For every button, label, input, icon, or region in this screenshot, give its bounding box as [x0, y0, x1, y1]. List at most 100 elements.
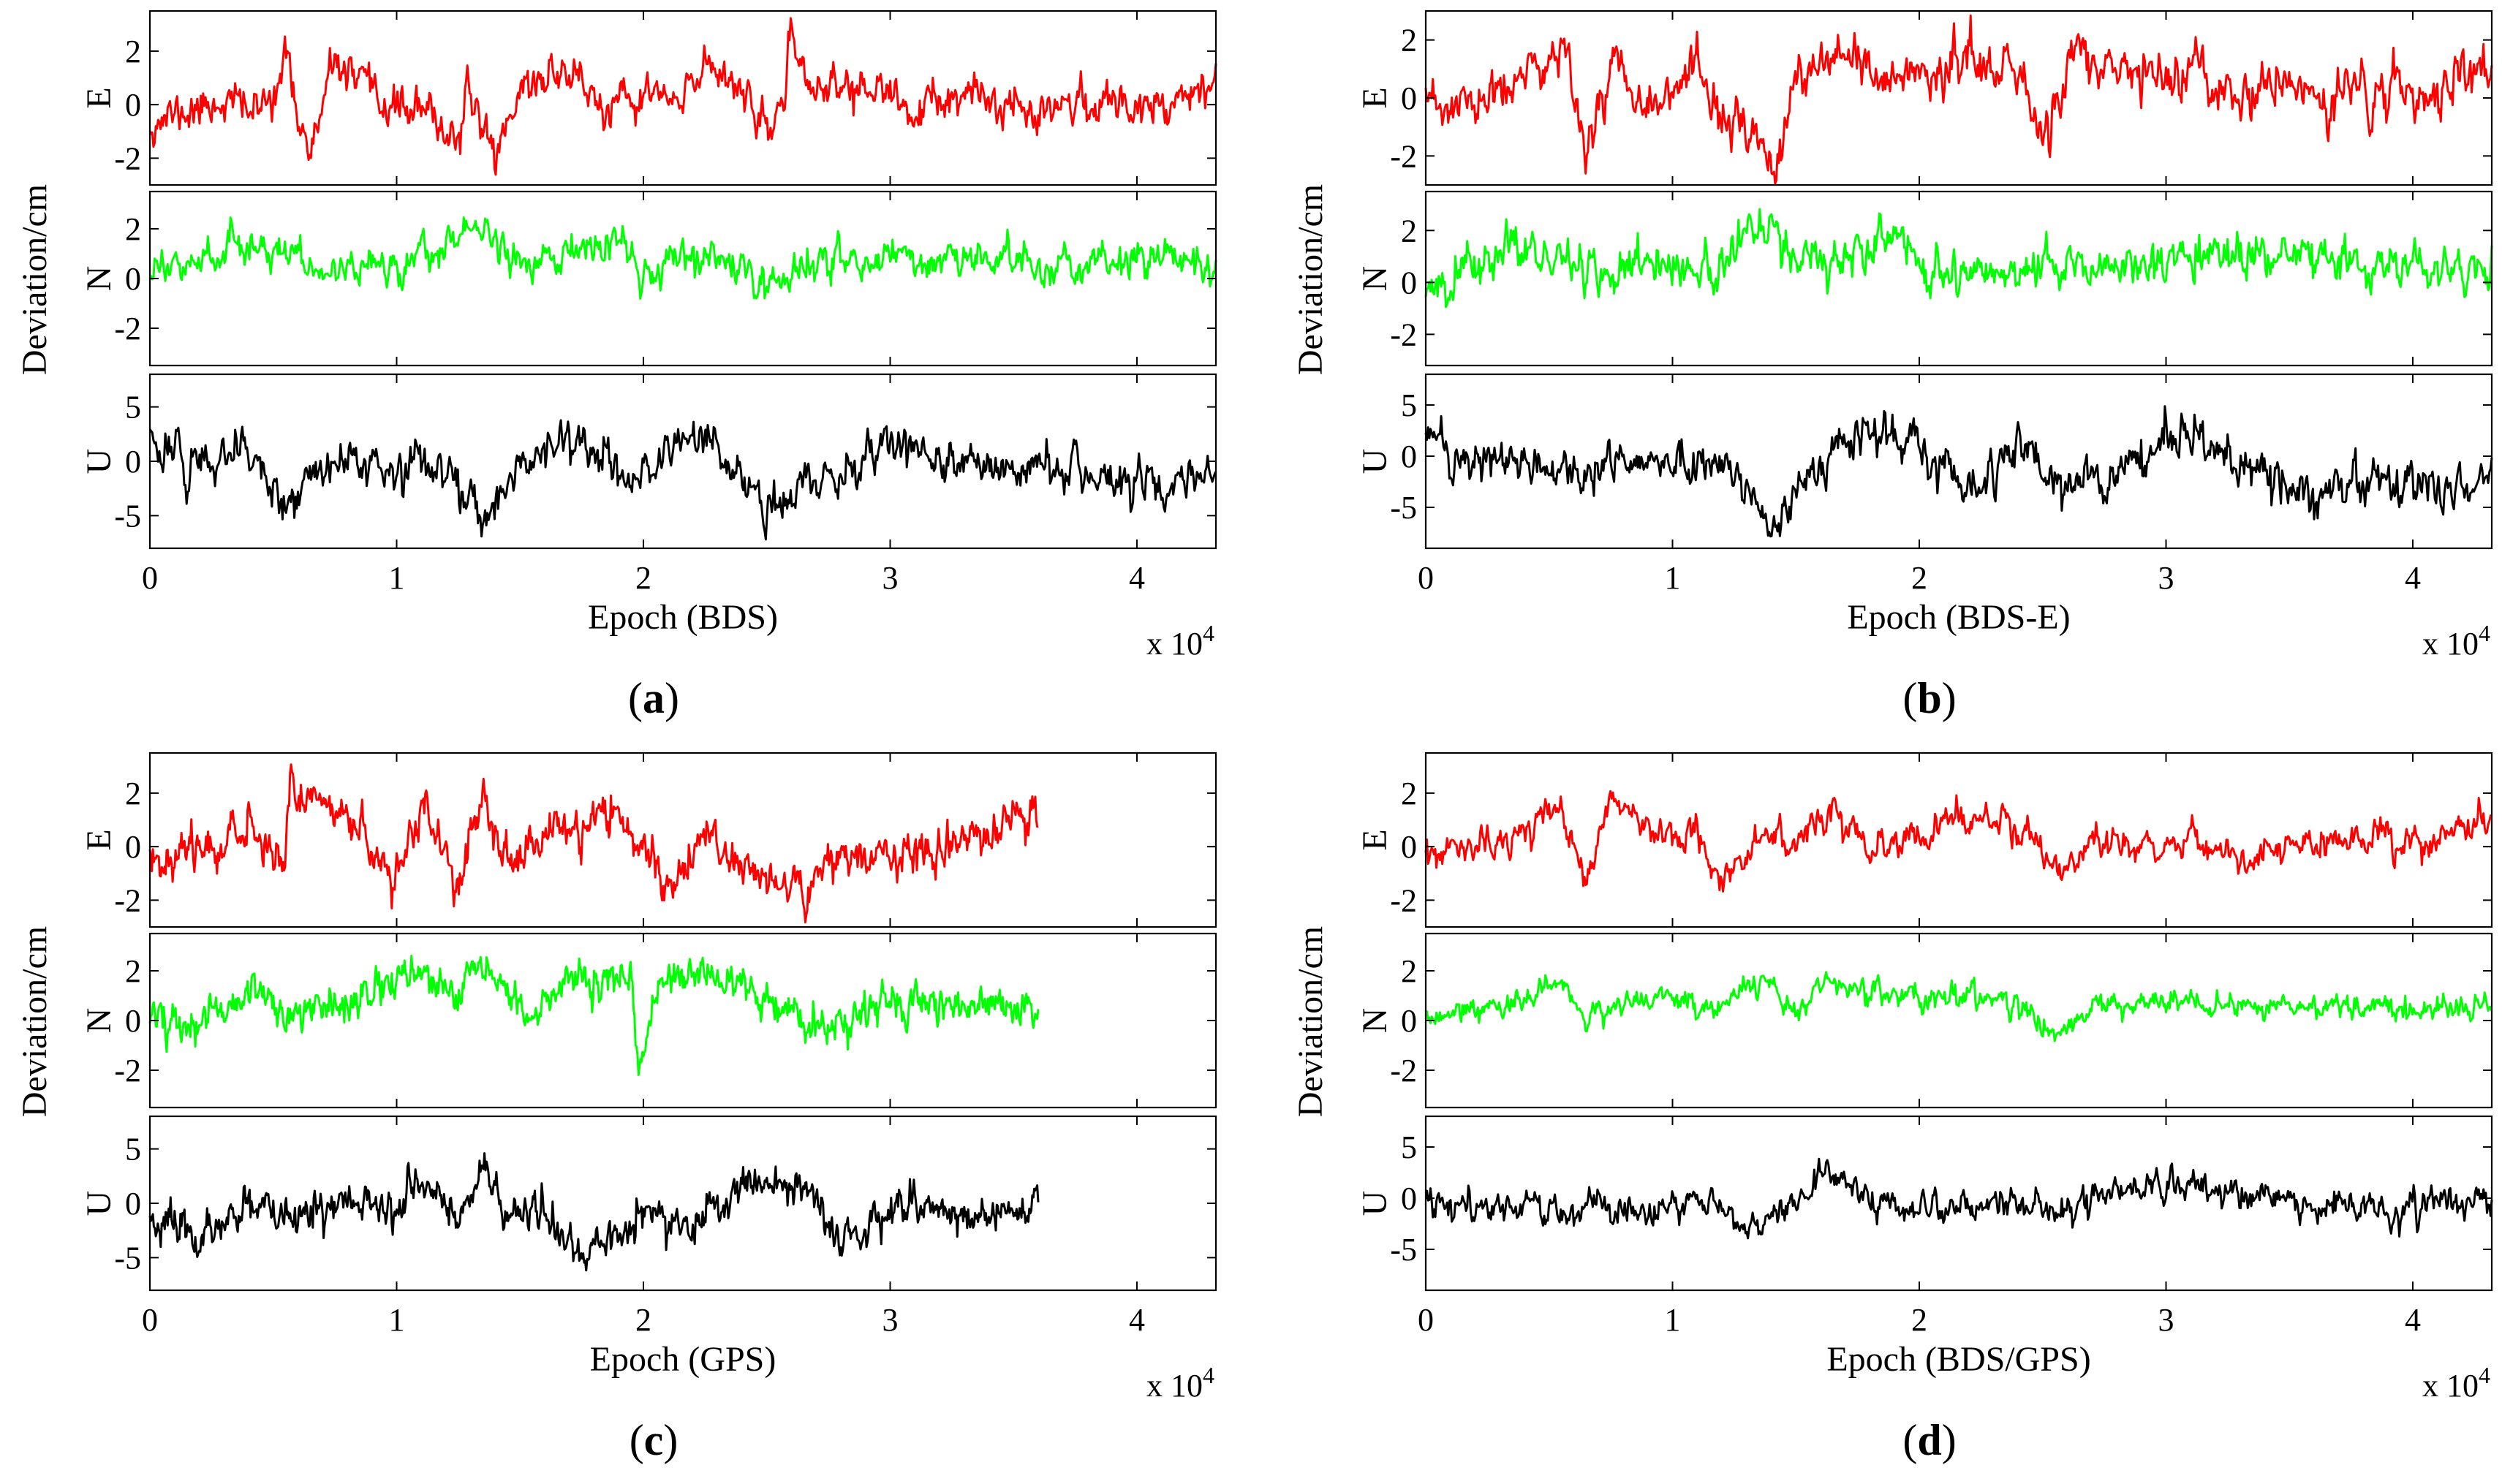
y-tick-label: 0 [1401, 439, 1417, 474]
x-tick-label: 0 [142, 560, 158, 596]
axes-frame-U [148, 1115, 1217, 1292]
series-line-N [148, 216, 1217, 300]
axes-frame-N [1424, 932, 2493, 1109]
subplot-letter-E: E [80, 829, 118, 850]
x-tick-label: 0 [142, 1302, 158, 1338]
subplot-N: -2 0 2N [80, 190, 1217, 367]
y-tick-label: 0 [1401, 1181, 1417, 1216]
y-tick-label: -5 [114, 1240, 141, 1276]
y-axis-title: Deviation/cm [1291, 184, 1330, 375]
x-tick-label: 0 [1418, 1302, 1434, 1338]
series-line-E [148, 763, 1039, 924]
series-line-E [148, 17, 1217, 176]
subplot-letter-E: E [80, 87, 118, 108]
y-tick-label: 0 [125, 829, 141, 865]
y-tick-label: 0 [125, 444, 141, 480]
x-tick-label: 3 [882, 1302, 899, 1338]
series-line-U [1424, 1157, 2493, 1240]
subplot-letter-E: E [1356, 87, 1394, 108]
axes-frame-E [148, 752, 1217, 928]
y-tick-label: 0 [1401, 80, 1417, 116]
series-line-N [1424, 971, 2493, 1042]
subplot-N: -2 0 2N [80, 932, 1217, 1109]
subplot-letter-U: U [1356, 1191, 1394, 1216]
y-tick-label: -5 [114, 498, 141, 534]
x-tick-label: 2 [635, 1302, 651, 1338]
subplot-letter-U: U [1356, 449, 1394, 474]
axes-frame-U [1424, 1115, 2493, 1292]
panel-label: (d) [1902, 1416, 1956, 1464]
y-tick-label: -2 [114, 1053, 141, 1089]
series-line-U [1424, 405, 2493, 538]
series-line-N [1424, 208, 2493, 308]
y-tick-label: -5 [1390, 1232, 1417, 1268]
x-tick-label: 3 [2158, 1302, 2174, 1338]
y-tick-label: 5 [1401, 1129, 1417, 1165]
axes-frame-U [1424, 373, 2493, 550]
y-tick-label: 0 [1401, 829, 1417, 865]
y-tick-label: 0 [125, 1003, 141, 1039]
y-tick-label: 2 [125, 776, 141, 811]
y-tick-label: 2 [1401, 213, 1417, 249]
y-tick-label: 0 [1401, 265, 1417, 300]
y-tick-label: 0 [125, 261, 141, 297]
x-axis-title: Epoch (BDS) [588, 598, 778, 637]
x-tick-label: 0 [1418, 560, 1434, 596]
axes-frame-N [148, 932, 1217, 1109]
x-tick-label: 4 [2405, 560, 2421, 596]
subplot-letter-U: U [80, 449, 118, 474]
y-tick-label: -2 [1390, 1053, 1417, 1089]
x-tick-label: 1 [1665, 560, 1681, 596]
series-line-U [148, 1152, 1040, 1272]
x-exponent-label: x 104 [1146, 1362, 1214, 1404]
y-tick-label: 2 [125, 34, 141, 69]
x-exponent-label: x 104 [1146, 620, 1214, 662]
y-tick-label: 2 [125, 953, 141, 989]
y-tick-label: 0 [125, 1186, 141, 1222]
y-tick-label: 2 [1401, 776, 1417, 811]
x-tick-label: 3 [2158, 560, 2174, 596]
x-tick-label: 1 [389, 560, 405, 596]
subplot-letter-N: N [80, 1008, 118, 1034]
x-tick-label: 2 [1911, 560, 1927, 596]
x-tick-label: 4 [1129, 1302, 1145, 1338]
series-line-E [1424, 790, 2492, 893]
y-tick-label: -2 [114, 140, 141, 176]
y-tick-label: 5 [125, 1132, 141, 1167]
x-tick-label: 1 [389, 1302, 405, 1338]
subplot-N: -2 0 2N [1356, 190, 2493, 367]
y-tick-label: -2 [1390, 882, 1417, 918]
panel-label: (a) [628, 674, 679, 722]
x-axis-title: Epoch (BDS-E) [1847, 598, 2070, 637]
x-tick-label: 4 [2405, 1302, 2421, 1338]
subplot-letter-U: U [80, 1191, 118, 1216]
subplot-letter-N: N [1356, 1008, 1394, 1034]
subplot-U: -5 0 5U [80, 1115, 1217, 1292]
y-axis-title: Deviation/cm [1291, 926, 1330, 1117]
y-axis-title: Deviation/cm [15, 184, 54, 375]
subplot-letter-N: N [80, 266, 118, 292]
subplot-N: -2 0 2N [1356, 932, 2493, 1109]
axes-frame-E [1424, 752, 2493, 928]
x-exponent-label: x 104 [2422, 620, 2490, 662]
axes-frame-N [1424, 190, 2493, 367]
x-exponent-label: x 104 [2422, 1362, 2490, 1404]
x-tick-label: 4 [1129, 560, 1145, 596]
series-line-N [148, 955, 1040, 1076]
y-tick-label: 2 [1401, 953, 1417, 989]
y-tick-label: 5 [125, 390, 141, 425]
axes-frame-N [148, 190, 1217, 367]
y-tick-label: 0 [1401, 1003, 1417, 1039]
x-axis-title: Epoch (GPS) [590, 1340, 776, 1379]
subplot-letter-N: N [1356, 266, 1394, 292]
x-tick-label: 1 [1665, 1302, 1681, 1338]
